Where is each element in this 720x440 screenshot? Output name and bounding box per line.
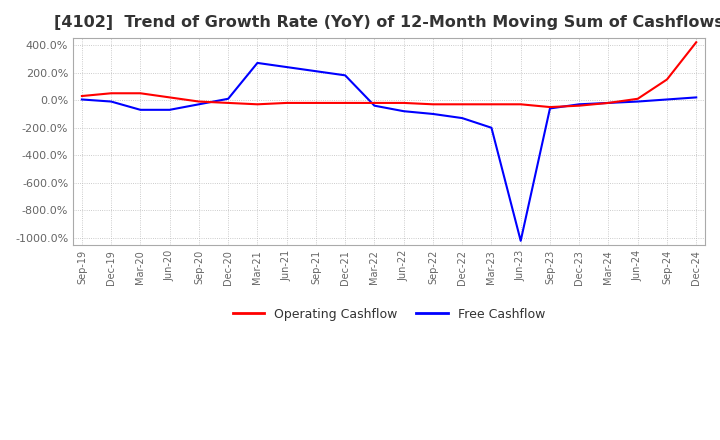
Free Cashflow — [604, 100, 613, 106]
Operating Cashflow — [136, 91, 145, 96]
Free Cashflow — [487, 125, 496, 130]
Free Cashflow — [634, 99, 642, 104]
Line: Free Cashflow: Free Cashflow — [82, 63, 696, 241]
Operating Cashflow — [692, 40, 701, 45]
Operating Cashflow — [107, 91, 115, 96]
Operating Cashflow — [516, 102, 525, 107]
Free Cashflow — [516, 238, 525, 243]
Operating Cashflow — [282, 100, 291, 106]
Operating Cashflow — [224, 100, 233, 106]
Operating Cashflow — [78, 93, 86, 99]
Operating Cashflow — [312, 100, 320, 106]
Operating Cashflow — [253, 102, 262, 107]
Operating Cashflow — [341, 100, 349, 106]
Free Cashflow — [166, 107, 174, 113]
Free Cashflow — [428, 111, 437, 117]
Free Cashflow — [458, 115, 467, 121]
Free Cashflow — [194, 102, 203, 107]
Operating Cashflow — [662, 77, 671, 82]
Free Cashflow — [312, 69, 320, 74]
Operating Cashflow — [575, 103, 583, 108]
Line: Operating Cashflow: Operating Cashflow — [82, 42, 696, 107]
Legend: Operating Cashflow, Free Cashflow: Operating Cashflow, Free Cashflow — [228, 303, 550, 326]
Title: [4102]  Trend of Growth Rate (YoY) of 12-Month Moving Sum of Cashflows: [4102] Trend of Growth Rate (YoY) of 12-… — [54, 15, 720, 30]
Free Cashflow — [78, 97, 86, 102]
Operating Cashflow — [166, 95, 174, 100]
Free Cashflow — [282, 64, 291, 70]
Operating Cashflow — [400, 100, 408, 106]
Free Cashflow — [107, 99, 115, 104]
Operating Cashflow — [458, 102, 467, 107]
Free Cashflow — [662, 97, 671, 102]
Free Cashflow — [575, 102, 583, 107]
Operating Cashflow — [428, 102, 437, 107]
Free Cashflow — [253, 60, 262, 66]
Free Cashflow — [224, 96, 233, 102]
Free Cashflow — [546, 106, 554, 111]
Operating Cashflow — [487, 102, 496, 107]
Operating Cashflow — [604, 100, 613, 106]
Operating Cashflow — [370, 100, 379, 106]
Operating Cashflow — [194, 99, 203, 104]
Operating Cashflow — [634, 96, 642, 102]
Free Cashflow — [400, 109, 408, 114]
Free Cashflow — [370, 103, 379, 108]
Free Cashflow — [136, 107, 145, 113]
Free Cashflow — [341, 73, 349, 78]
Operating Cashflow — [546, 104, 554, 110]
Free Cashflow — [692, 95, 701, 100]
